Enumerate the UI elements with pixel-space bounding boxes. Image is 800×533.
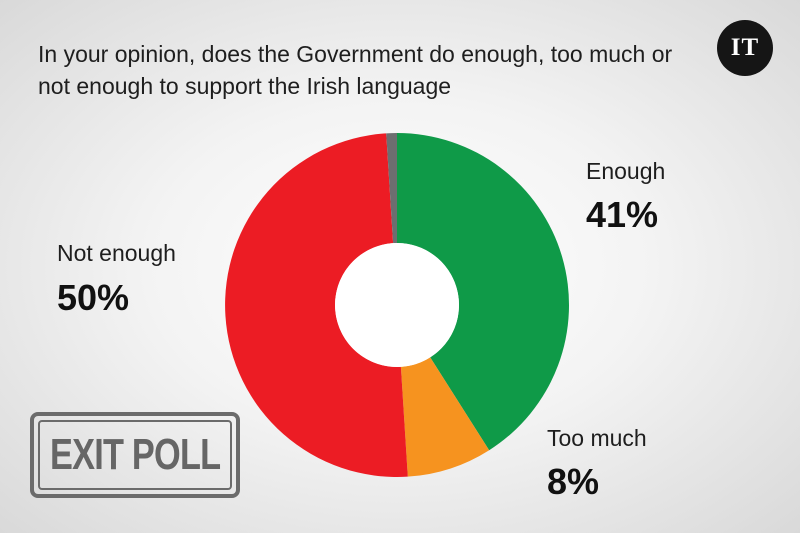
- value-enough: 41%: [586, 194, 659, 235]
- label-enough: Enough: [586, 158, 666, 184]
- donut-hole: [335, 243, 459, 367]
- exit-poll-text: EXIT POLL: [49, 430, 221, 479]
- slice-other: [386, 133, 397, 244]
- exit-poll-stamp: EXIT POLL: [30, 412, 240, 498]
- slice-too-much: [400, 357, 490, 477]
- value-too-much: 8%: [547, 461, 600, 502]
- irish-times-logo: IT: [717, 20, 773, 76]
- label-not-enough: Not enough: [57, 240, 176, 266]
- chart-title: In your opinion, does the Government do …: [38, 41, 673, 99]
- slice-enough: [397, 133, 569, 451]
- label-too-much: Too much: [547, 425, 647, 451]
- value-not-enough: 50%: [57, 277, 130, 318]
- slice-not-enough: [225, 133, 408, 477]
